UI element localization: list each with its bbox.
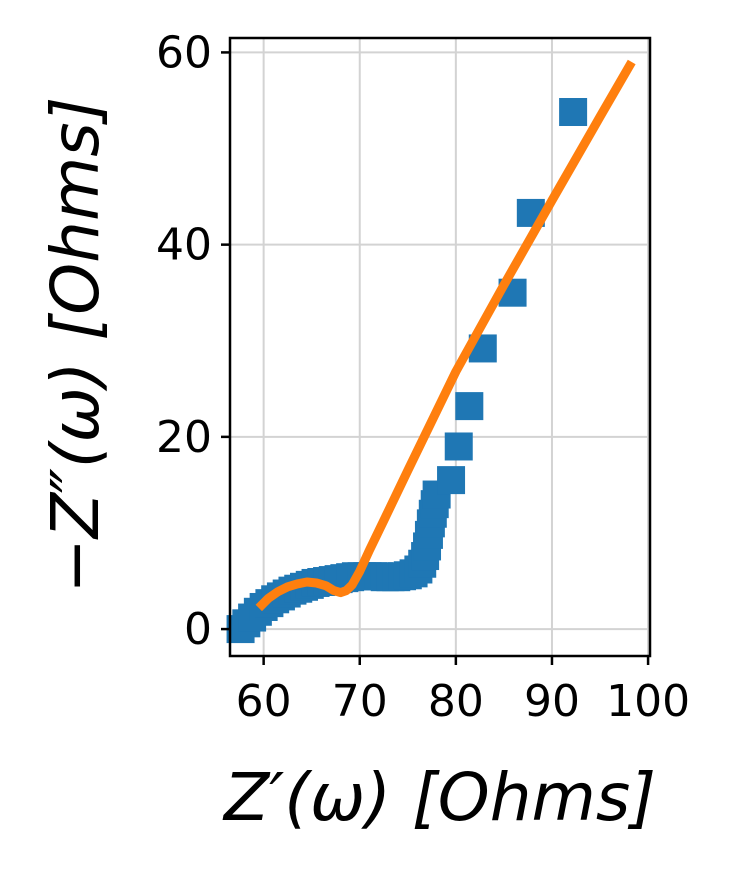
data-point [437,466,466,495]
data-point [444,432,473,461]
data-point [559,98,588,127]
y-tick-label: 60 [156,27,212,78]
x-tick-label: 90 [524,676,580,727]
x-axis-label: Z′(ω) [Ohms] [222,759,656,836]
x-tick-label: 80 [428,676,484,727]
y-tick-label: 0 [184,604,212,655]
y-axis-label: −Z″(ω) [Ohms] [37,97,114,594]
x-tick-label: 70 [332,676,388,727]
plot-frame [228,36,652,658]
axis-ticks: 60 70 80 90 100 0 20 40 60 [156,27,690,727]
y-tick-label: 20 [156,412,212,463]
y-tick-label: 40 [156,220,212,271]
x-tick-label: 60 [236,676,292,727]
fit-line [255,59,636,612]
data-series-measured [226,98,588,644]
x-tick-label: 100 [606,676,690,727]
data-point [455,392,484,421]
data-series-fit [255,59,636,612]
grid-lines [230,38,650,656]
